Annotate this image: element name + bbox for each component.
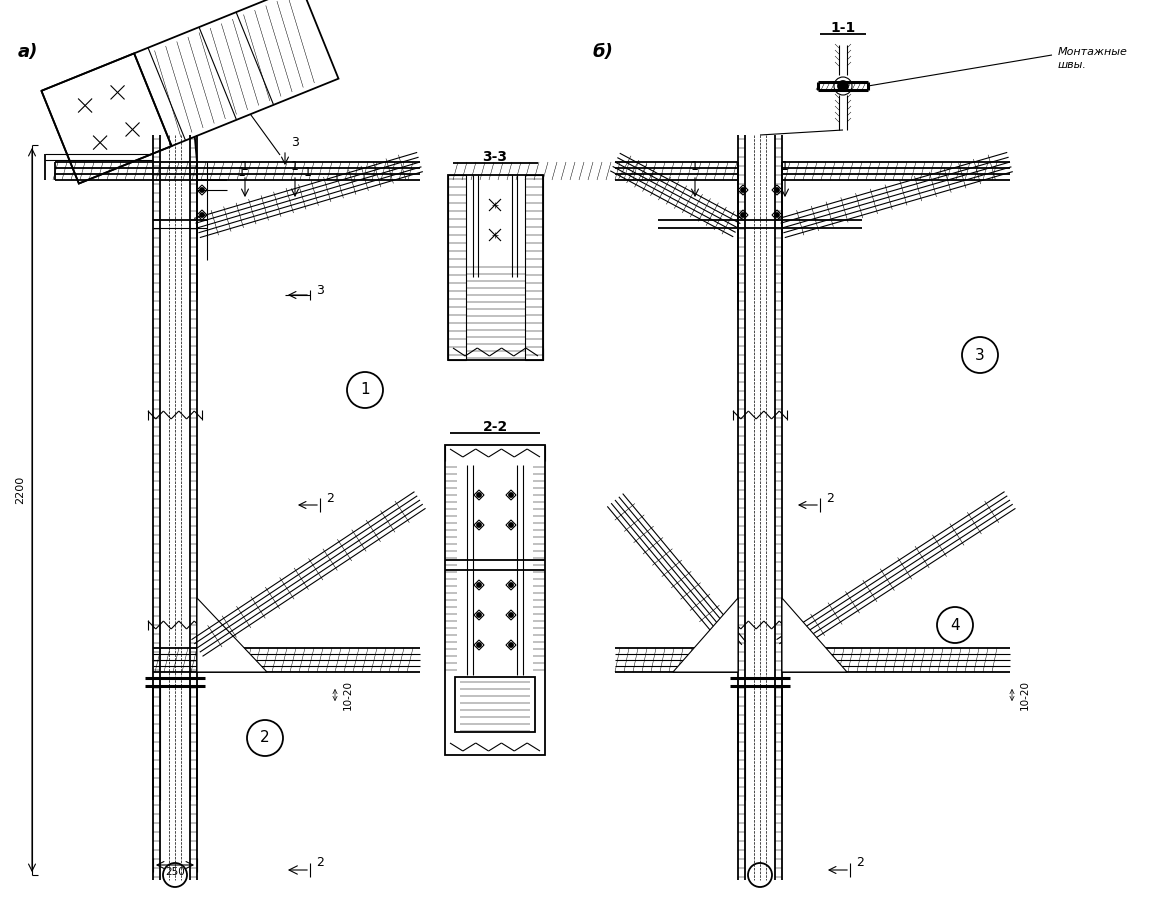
Bar xyxy=(449,175,466,360)
Text: 3: 3 xyxy=(291,136,299,148)
Circle shape xyxy=(200,188,203,192)
Text: швы.: швы. xyxy=(1058,60,1087,70)
Polygon shape xyxy=(673,598,738,672)
Text: 2200: 2200 xyxy=(15,476,25,504)
Bar xyxy=(455,677,535,732)
Text: 1: 1 xyxy=(291,160,299,173)
Text: 1: 1 xyxy=(238,166,246,179)
Text: 1: 1 xyxy=(361,383,370,398)
Circle shape xyxy=(509,523,513,527)
Text: 1: 1 xyxy=(304,166,312,179)
Circle shape xyxy=(509,613,513,617)
Text: 10-20: 10-20 xyxy=(343,680,353,710)
Circle shape xyxy=(775,213,779,217)
Circle shape xyxy=(477,583,481,587)
Text: 2: 2 xyxy=(857,856,864,869)
Text: 3-3: 3-3 xyxy=(482,150,507,164)
Text: 4: 4 xyxy=(950,617,959,633)
Text: 2: 2 xyxy=(326,492,334,505)
Circle shape xyxy=(775,188,779,192)
Circle shape xyxy=(838,81,849,91)
Text: 1: 1 xyxy=(242,160,249,173)
Circle shape xyxy=(509,643,513,647)
Text: а): а) xyxy=(17,43,38,61)
Text: Монтажные: Монтажные xyxy=(1058,47,1128,57)
Circle shape xyxy=(477,613,481,617)
Circle shape xyxy=(477,493,481,497)
Text: б): б) xyxy=(593,43,614,61)
Text: 2-2: 2-2 xyxy=(482,420,507,434)
Circle shape xyxy=(509,493,513,497)
Text: 1: 1 xyxy=(781,160,788,173)
Text: 2: 2 xyxy=(827,492,833,505)
Circle shape xyxy=(477,523,481,527)
Bar xyxy=(525,175,543,360)
Text: 1-1: 1-1 xyxy=(830,21,855,35)
Bar xyxy=(445,445,544,755)
Bar xyxy=(449,175,543,360)
Circle shape xyxy=(741,213,744,217)
Circle shape xyxy=(477,643,481,647)
Polygon shape xyxy=(781,598,847,672)
Text: 3: 3 xyxy=(316,283,324,297)
Circle shape xyxy=(509,583,513,587)
Text: 250: 250 xyxy=(165,867,185,877)
Text: 2: 2 xyxy=(260,730,269,746)
Circle shape xyxy=(200,213,203,217)
Polygon shape xyxy=(197,598,267,672)
Text: 10-20: 10-20 xyxy=(1020,680,1030,710)
Text: 1: 1 xyxy=(691,160,699,173)
Text: 2: 2 xyxy=(316,856,324,869)
Circle shape xyxy=(741,188,744,192)
Text: 3: 3 xyxy=(976,347,985,363)
